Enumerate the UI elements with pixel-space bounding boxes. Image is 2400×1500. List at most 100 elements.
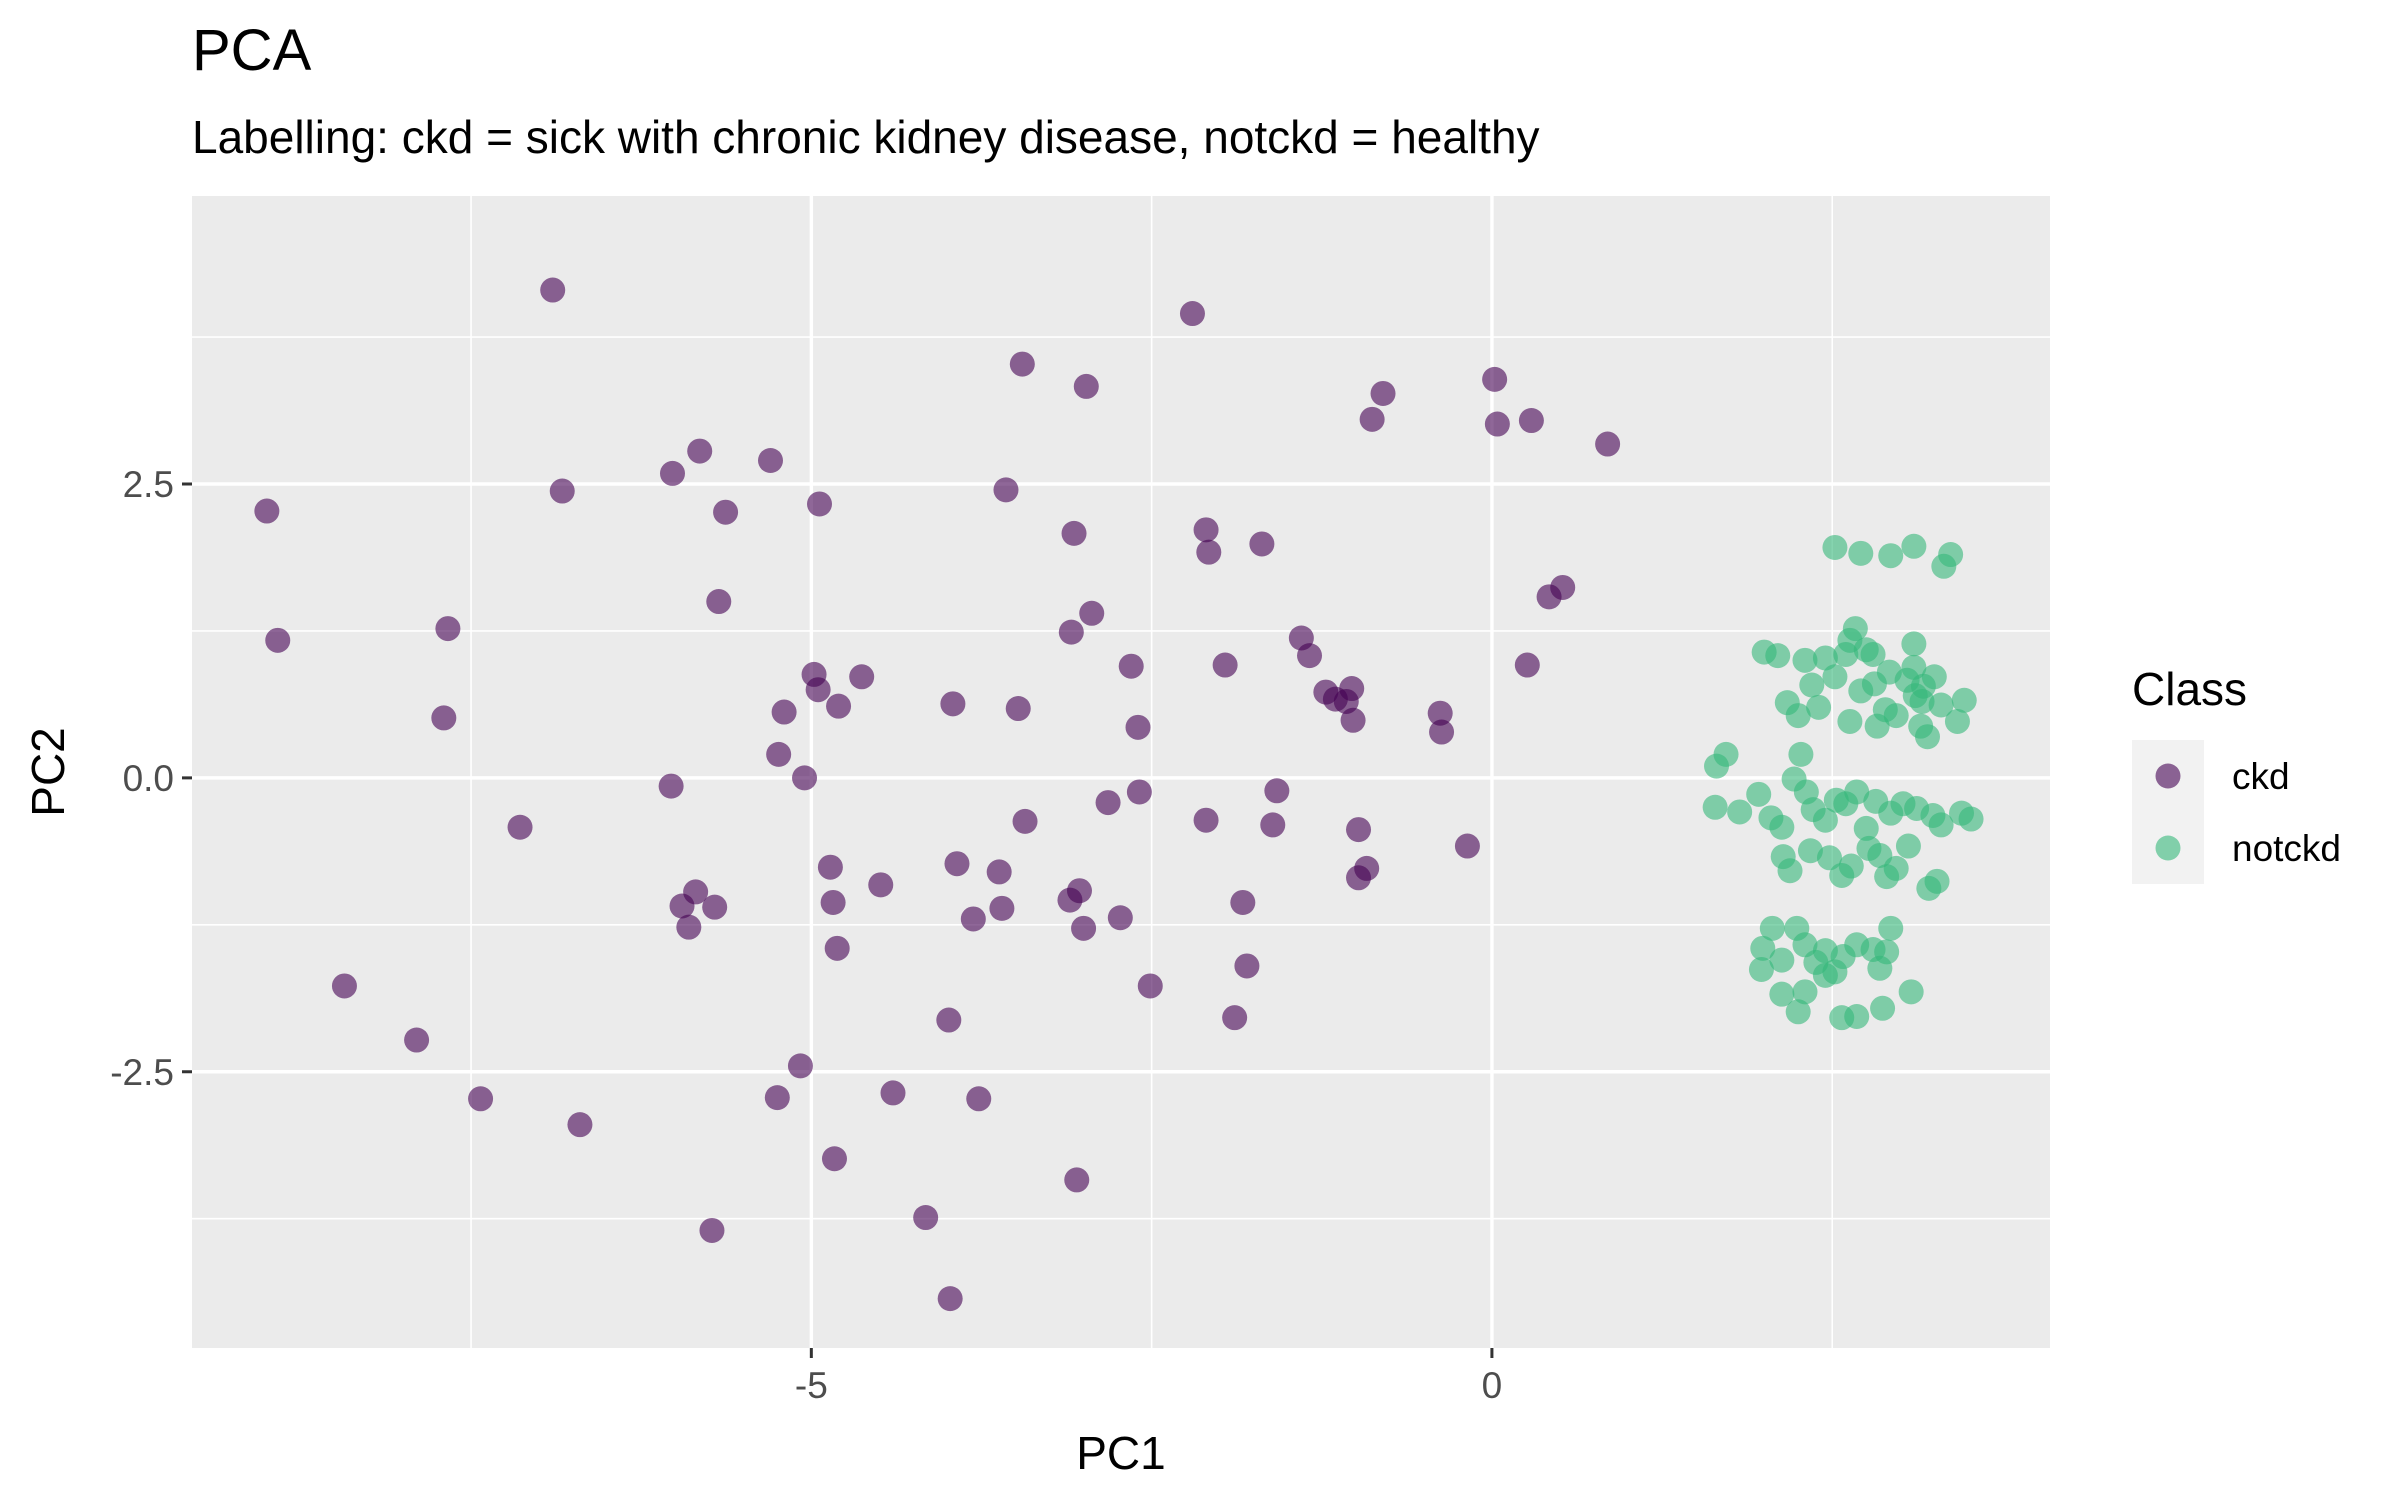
point-ckd [1057,887,1083,913]
point-ckd [1012,808,1038,834]
point-notckd [1928,692,1954,718]
point-ckd [254,498,280,524]
minor-gridlines [192,196,2050,1348]
point-ckd [849,664,875,690]
point-ckd [549,478,575,504]
point-notckd [1812,645,1838,671]
point-ckd [757,447,783,473]
point-ckd [431,705,457,731]
legend-label-notckd: notckd [2232,828,2341,869]
point-notckd [1901,533,1927,559]
point-notckd [1848,540,1874,566]
point-ckd [1264,778,1290,804]
point-notckd [1748,956,1774,982]
point-ckd [702,894,728,920]
point-ckd [1518,408,1544,434]
x-tick-label: -5 [795,1365,828,1406]
point-notckd [1822,959,1848,985]
point-ckd [669,893,695,919]
point-notckd [1898,979,1924,1005]
point-ckd [817,854,843,880]
point-ckd [986,859,1012,885]
point-ckd [706,589,732,615]
point-ckd [766,741,792,767]
point-notckd [1883,855,1909,881]
point-notckd [1799,672,1825,698]
point-ckd [944,851,970,877]
point-ckd [940,691,966,717]
point-ckd [1222,1005,1248,1031]
point-ckd [1595,431,1621,457]
point-ckd [764,1085,790,1111]
point-ckd [1484,411,1510,437]
point-ckd [1340,707,1366,733]
point-ckd [787,1053,813,1079]
point-ckd [1107,905,1133,931]
legend-key-notckd [2155,835,2181,861]
point-notckd [1759,915,1785,941]
point-notckd [1750,935,1776,961]
point-notckd [1785,703,1811,729]
point-ckd [404,1027,430,1053]
point-ckd [468,1086,494,1112]
point-ckd [913,1205,939,1231]
point-ckd [1125,714,1151,740]
point-ckd [993,477,1019,503]
point-ckd [1230,889,1256,915]
point-ckd [1212,652,1238,678]
point-ckd [1079,600,1105,626]
point-ckd [699,1217,725,1243]
point-notckd [1951,687,1977,713]
point-ckd [1454,833,1480,859]
point-ckd [507,814,533,840]
point-notckd [1727,799,1753,825]
point-ckd [771,699,797,725]
point-ckd [1514,652,1540,678]
y-tick-label: 0.0 [123,758,174,799]
point-ckd [1297,643,1323,669]
point-notckd [1837,708,1863,734]
point-ckd [960,906,986,932]
point-ckd [1550,574,1576,600]
chart-title: PCA [192,18,312,83]
point-notckd [1777,858,1803,884]
point-notckd [1769,981,1795,1007]
y-tick-label: 2.5 [123,464,174,505]
legend-key-ckd [2155,763,2181,789]
point-ckd [1260,812,1286,838]
point-notckd [1792,647,1818,673]
point-notckd [1822,534,1848,560]
y-axis: 2.5 0.0 -2.5 [110,464,192,1093]
point-ckd [1137,973,1163,999]
y-axis-title: PC2 [22,727,74,816]
point-ckd [880,1080,906,1106]
point-notckd [1702,794,1728,820]
point-ckd [658,773,684,799]
point-ckd [966,1086,992,1112]
point-notckd [1844,779,1870,805]
point-ckd [435,616,461,642]
data-points [254,277,1984,1312]
point-ckd [265,627,291,653]
point-ckd [1370,380,1396,406]
point-ckd [1339,676,1365,702]
point-ckd [1482,366,1508,392]
point-notckd [1713,741,1739,767]
point-ckd [659,460,685,486]
point-ckd [1058,619,1084,645]
point-notckd [1921,664,1947,690]
point-notckd [1788,741,1814,767]
point-ckd [1095,790,1121,816]
point-notckd [1938,542,1964,568]
point-ckd [1429,719,1455,745]
x-axis-title: PC1 [1076,1427,1165,1479]
point-ckd [936,1007,962,1033]
point-ckd [1346,865,1372,891]
point-notckd [1878,915,1904,941]
point-notckd [1901,654,1927,680]
point-notckd [1944,708,1970,734]
point-notckd [1842,616,1868,642]
point-ckd [1071,915,1097,941]
point-ckd [807,491,833,517]
